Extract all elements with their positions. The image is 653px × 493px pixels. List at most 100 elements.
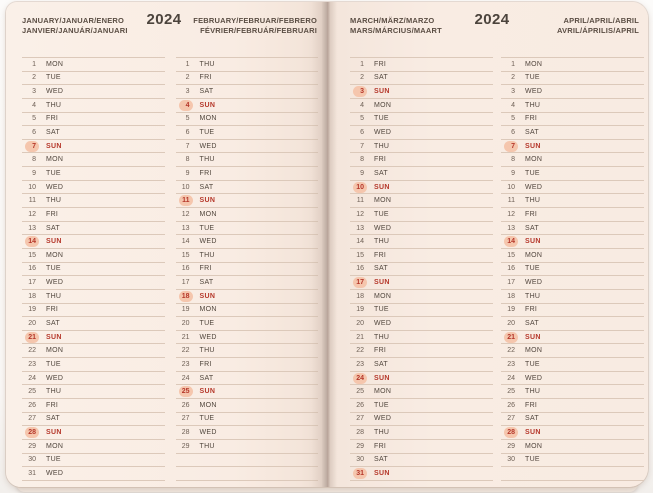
day-number: 21 <box>181 333 190 341</box>
day-number: 5 <box>360 115 364 123</box>
day-row: 25 THU <box>501 384 644 398</box>
day-row: 5 TUE <box>350 111 493 126</box>
weekday-label: THU <box>374 238 390 246</box>
day-row: 11 THU <box>22 193 165 207</box>
day-number: 8 <box>185 156 190 164</box>
day-number: 13 <box>356 224 364 232</box>
day-row: 2 TUE <box>501 70 644 85</box>
day-row: 21 SUN <box>22 329 165 344</box>
day-row: 16 FRI <box>175 261 318 276</box>
month-title-april: APRIL/APRIL/ABRIL AVRIL/ÁPRILIS/APRIL <box>557 16 639 35</box>
day-row: 5 FRI <box>501 111 644 126</box>
weekday-label: SUN <box>374 88 390 96</box>
day-number: 8 <box>360 156 364 164</box>
day-row: 19 FRI <box>501 302 644 317</box>
day-row: 26 TUE <box>350 398 493 412</box>
day-number: 31 <box>28 470 36 478</box>
weekday-label: WED <box>46 279 64 287</box>
weekday-label: TUE <box>199 129 215 137</box>
day-row: 23 FRI <box>175 357 318 371</box>
day-row: 9 TUE <box>22 166 165 180</box>
weekday-label: SAT <box>525 224 539 232</box>
weekday-label: SAT <box>199 183 214 191</box>
day-row: 29 FRI <box>350 438 493 453</box>
day-row: 8 MON <box>22 152 165 166</box>
day-row: 31 SUN <box>350 466 493 481</box>
weekday-label: SAT <box>199 279 214 287</box>
weekday-label: TUE <box>46 169 61 177</box>
weekday-label: SUN <box>374 279 390 287</box>
day-number <box>501 468 518 479</box>
day-row: 9 FRI <box>175 166 318 180</box>
weekday-label: TUE <box>199 319 215 327</box>
day-row: 12 FRI <box>22 207 165 221</box>
day-number: 18 <box>176 290 193 302</box>
day-number: 5 <box>185 115 190 123</box>
day-number: 12 <box>356 210 364 218</box>
day-row: 13 SAT <box>22 220 165 235</box>
day-row: 27 TUE <box>175 411 318 426</box>
weekday-label: FRI <box>199 169 212 177</box>
day-number: 7 <box>185 142 190 150</box>
day-number: 1 <box>360 60 364 68</box>
day-row: 26 FRI <box>22 398 165 412</box>
weekday-label: TUE <box>374 401 389 409</box>
weekday-label: WED <box>525 374 543 382</box>
day-number: 26 <box>181 401 190 409</box>
weekday-label: THU <box>199 251 215 259</box>
day-row: 21 WED <box>175 329 318 344</box>
day-row: 20 SAT <box>501 316 644 330</box>
day-number: 27 <box>181 415 190 423</box>
empty-row <box>501 466 644 481</box>
day-row: 8 FRI <box>350 152 493 166</box>
weekday-label: FRI <box>46 210 59 218</box>
weekday-label: SAT <box>199 88 214 96</box>
day-number: 17 <box>350 277 367 289</box>
day-number <box>176 454 193 465</box>
weekday-label: THU <box>46 197 62 205</box>
day-number: 4 <box>511 101 515 109</box>
day-number: 4 <box>176 99 193 111</box>
day-number: 2 <box>511 74 515 82</box>
day-number: 15 <box>28 251 36 259</box>
weekday-label: SAT <box>46 224 60 232</box>
day-number: 29 <box>356 442 364 450</box>
day-row: 15 MON <box>501 247 644 262</box>
day-number: 20 <box>356 319 364 327</box>
day-row: 12 TUE <box>350 207 493 221</box>
day-number: 16 <box>356 265 364 273</box>
day-row: 20 WED <box>350 316 493 330</box>
day-row: 14 SUN <box>22 234 165 248</box>
weekday-label: MON <box>525 251 543 259</box>
day-row: 11 SUN <box>175 193 318 207</box>
weekday-label: SAT <box>374 456 388 464</box>
weekday-label: FRI <box>525 115 538 123</box>
day-number: 23 <box>507 360 515 368</box>
day-row: 19 MON <box>175 302 318 317</box>
day-number: 28 <box>181 429 190 437</box>
day-number: 25 <box>28 388 36 396</box>
day-row: 15 FRI <box>350 247 493 262</box>
day-row: 14 WED <box>175 234 318 248</box>
day-row: 28 WED <box>175 425 318 439</box>
weekday-label: TUE <box>525 265 540 273</box>
day-number: 16 <box>28 265 36 273</box>
day-number: 17 <box>181 279 190 287</box>
weekday-label: MON <box>46 60 64 68</box>
day-row: 10 WED <box>22 179 165 194</box>
weekday-label: WED <box>525 88 543 96</box>
weekday-label: FRI <box>199 265 212 273</box>
day-number: 14 <box>22 236 39 248</box>
day-row: 23 TUE <box>22 357 165 371</box>
weekday-label: FRI <box>46 115 59 123</box>
day-number: 30 <box>356 456 364 464</box>
weekday-label: WED <box>525 279 543 287</box>
year-label: 2024 <box>474 11 510 28</box>
day-row: 21 SUN <box>501 329 644 344</box>
weekday-label: MON <box>46 156 64 164</box>
weekday-label: MON <box>374 388 392 396</box>
empty-row <box>175 452 318 467</box>
day-row: 17 WED <box>501 275 644 289</box>
day-row: 6 WED <box>350 125 493 139</box>
weekday-label: WED <box>46 183 64 191</box>
